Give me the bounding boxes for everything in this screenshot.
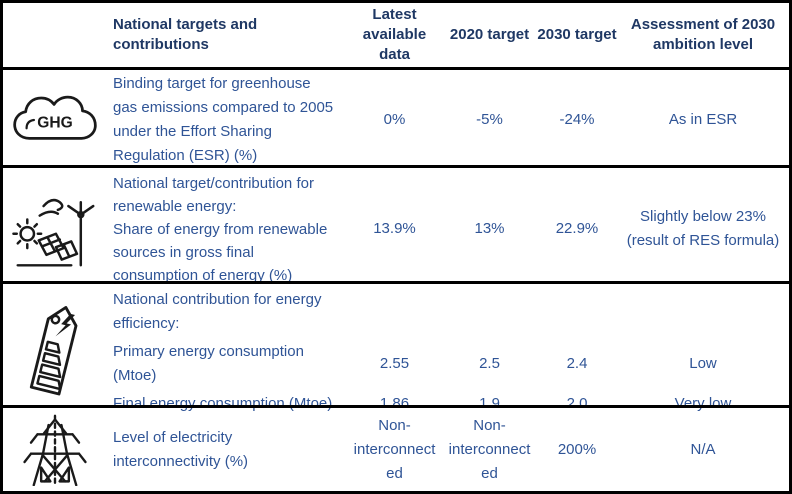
renewables-2020-value: 13% bbox=[474, 219, 505, 237]
renewables-assessment-value: Slightly below 23% (result of RES formul… bbox=[626, 207, 780, 249]
efficiency-primary-2030: 2.4 bbox=[566, 355, 588, 372]
header-2020-target: 2020 target bbox=[449, 26, 530, 43]
ghg-latest-value: 0% bbox=[383, 111, 406, 128]
interconnectivity-assessment-value: N/A bbox=[690, 440, 716, 458]
header-icon-spacer bbox=[3, 3, 107, 67]
table-row-ghg: GHG Binding target for greenhouse gas em… bbox=[3, 67, 789, 165]
interconnectivity-row-label: Level of electricity interconnectivity (… bbox=[113, 428, 249, 470]
renewable-energy-icon bbox=[3, 168, 107, 289]
ghg-row-label: Binding target for greenhouse gas emissi… bbox=[113, 75, 334, 164]
interconnectivity-latest-value: Non-interconnected bbox=[353, 416, 436, 482]
renewables-label-line1: National target/contribution for renewab… bbox=[113, 175, 314, 215]
electricity-pylon-icon bbox=[3, 408, 107, 491]
interconnectivity-2030-value: 200% bbox=[557, 440, 597, 458]
ghg-2030-value: -24% bbox=[559, 111, 595, 128]
renewables-2030-value: 22.9% bbox=[555, 219, 599, 237]
header-national-targets: National targets and contributions bbox=[113, 16, 258, 53]
table-header-row: National targets and contributions Lates… bbox=[3, 3, 789, 67]
header-assessment: Assessment of 2030 ambition level bbox=[630, 16, 776, 53]
table-row-renewables: National target/contribution for renewab… bbox=[3, 165, 789, 284]
table-row-efficiency: National contribution for energy efficie… bbox=[3, 281, 789, 412]
renewables-row-label: National target/contribution for renewab… bbox=[107, 168, 347, 289]
efficiency-primary-2020: 2.5 bbox=[479, 355, 500, 372]
efficiency-primary-latest: 2.55 bbox=[379, 355, 410, 372]
ghg-2020-value: -5% bbox=[476, 111, 503, 128]
interconnectivity-2020-value: Non-interconnected bbox=[448, 416, 531, 482]
energy-efficiency-icon bbox=[3, 284, 107, 418]
efficiency-primary-assessment: Low bbox=[689, 355, 717, 372]
efficiency-row-title: National contribution for energy efficie… bbox=[113, 291, 322, 332]
header-2030-target: 2030 target bbox=[537, 26, 617, 43]
ghg-icon-label: GHG bbox=[37, 114, 72, 131]
renewables-latest-value: 13.9% bbox=[373, 219, 416, 237]
table-row-interconnectivity: Level of electricity interconnectivity (… bbox=[3, 405, 789, 491]
header-latest-data: Latest available data bbox=[362, 6, 427, 63]
ghg-assessment-value: As in ESR bbox=[668, 111, 738, 128]
renewables-label-line2: Share of energy from renewable sources i… bbox=[113, 221, 328, 284]
ghg-cloud-icon: GHG bbox=[3, 70, 107, 170]
efficiency-primary-label: Primary energy consumption (Mtoe) bbox=[113, 343, 304, 384]
